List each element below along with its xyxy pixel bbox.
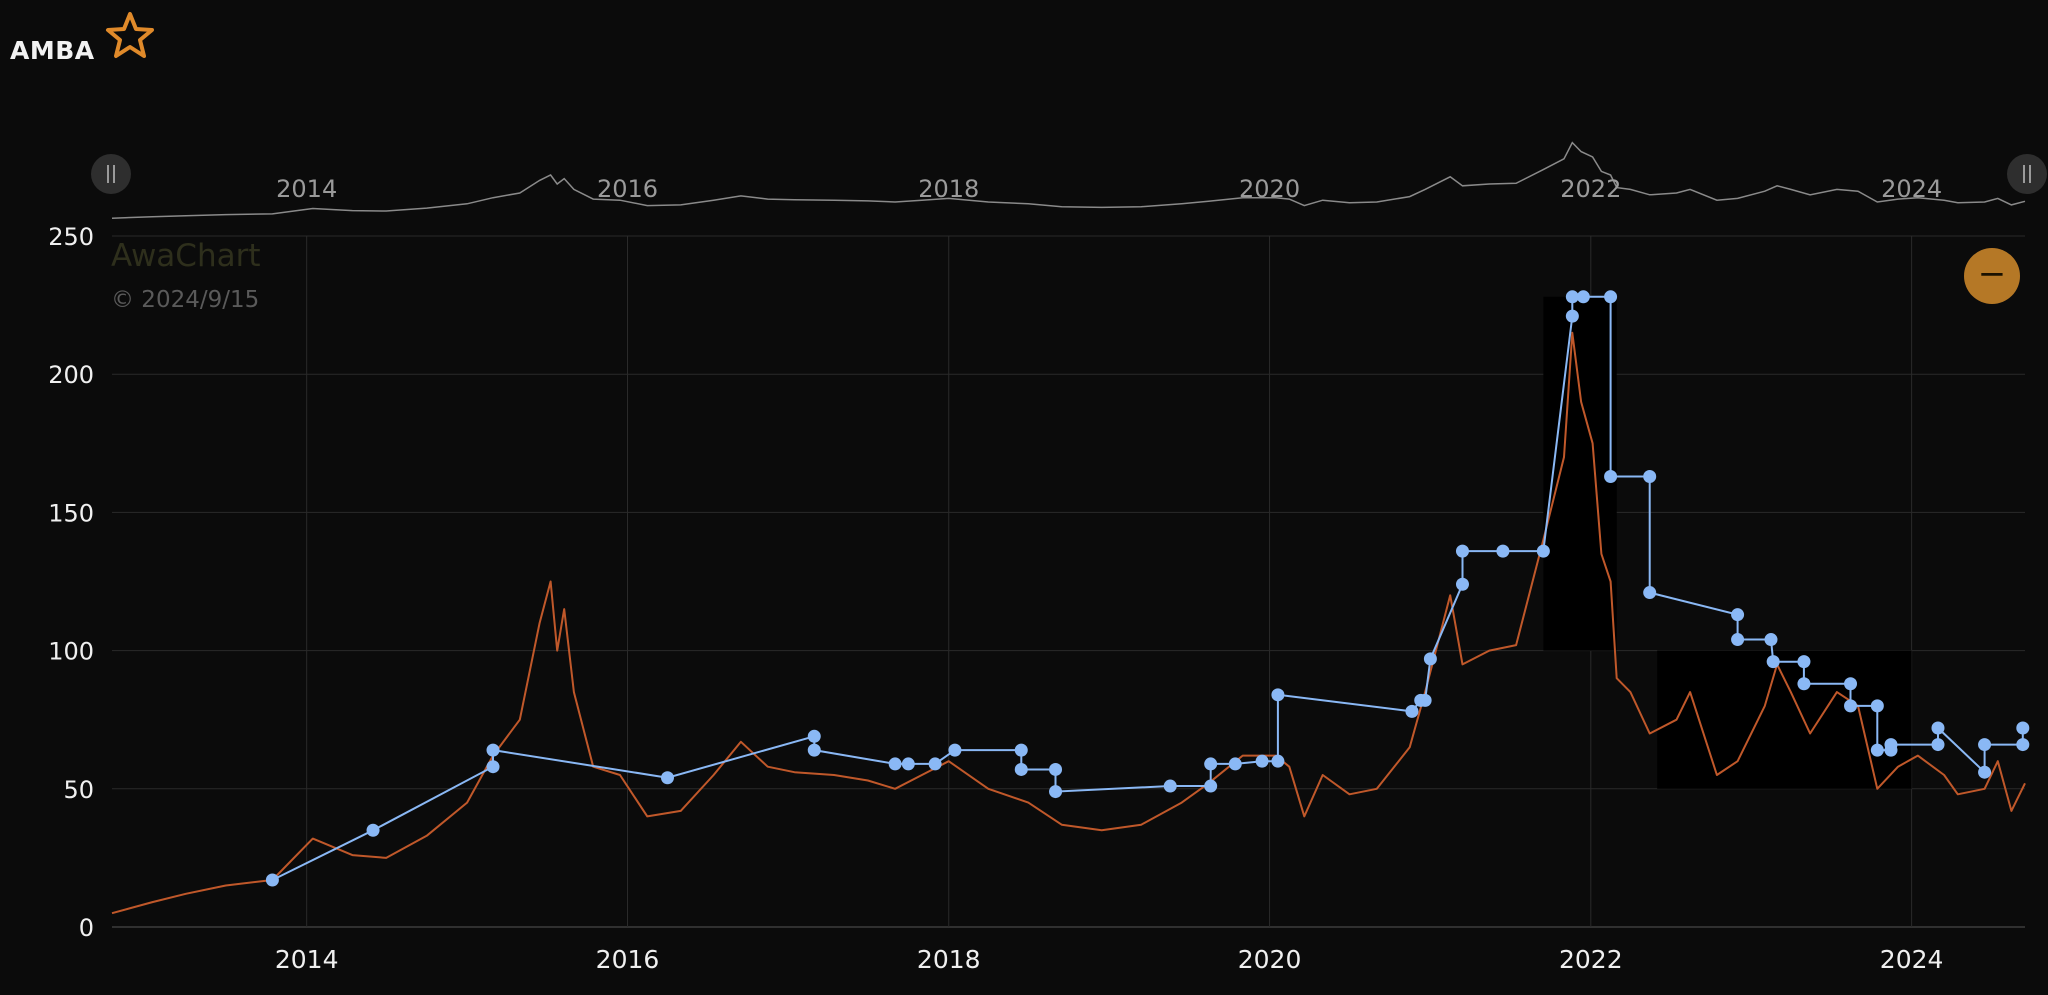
price-target-point: [1418, 693, 1432, 707]
navigator-tick-label: 2014: [276, 175, 337, 203]
navigator-tick-label: 2018: [918, 175, 979, 203]
price-target-point: [807, 743, 821, 757]
price-target-series: [265, 290, 2030, 887]
price-target-point: [1797, 677, 1811, 691]
price-target-point: [1931, 721, 1945, 735]
price-target-point: [2016, 721, 2030, 735]
navigator-line: [111, 141, 2026, 219]
price-target-point: [2016, 738, 2030, 752]
price-target-point: [486, 743, 500, 757]
price-target-point: [1228, 757, 1242, 771]
navigator-tick-label: 2024: [1881, 175, 1942, 203]
watermark-brand: AwaChart: [111, 238, 261, 274]
watermark-copyright: © 2024/9/15: [111, 287, 259, 313]
y-tick-label: 100: [48, 638, 94, 666]
price-target-point: [1455, 577, 1469, 591]
price-target-point: [1870, 699, 1884, 713]
y-tick-label: 250: [48, 223, 94, 251]
star-icon[interactable]: [104, 10, 156, 62]
price-target-point: [1766, 655, 1780, 669]
chart-grid: [112, 235, 2025, 928]
y-tick-label: 50: [63, 776, 94, 804]
price-target-point: [1496, 544, 1510, 558]
shaded-regions: [1543, 296, 1912, 789]
price-target-point: [486, 760, 500, 774]
drag-handle-icon[interactable]: [2007, 154, 2047, 194]
price-target-point: [1576, 290, 1590, 304]
price-target-point: [928, 757, 942, 771]
price-target-line: [271, 295, 2024, 881]
price-target-point: [1731, 608, 1745, 622]
price-target-point: [1643, 586, 1657, 600]
y-tick-label: 150: [48, 499, 94, 527]
navigator-tick-label: 2016: [597, 175, 658, 203]
price-target-point: [1884, 738, 1898, 752]
price-target-point: [1163, 779, 1177, 793]
price-target-point: [1204, 757, 1218, 771]
price-target-point: [1604, 290, 1618, 304]
price-target-point: [1255, 754, 1269, 768]
price-target-point: [1764, 633, 1778, 647]
navigator-tick-label: 2022: [1560, 175, 1621, 203]
price-target-point: [366, 823, 380, 837]
price-target-point: [1536, 544, 1550, 558]
price-target-point: [1643, 469, 1657, 483]
shaded-region: [1543, 296, 1617, 651]
drag-handle-icon[interactable]: [91, 154, 131, 194]
watermark: AwaChart © 2024/9/15: [111, 238, 261, 313]
x-tick-label: 2022: [1559, 945, 1623, 974]
price-target-point: [1271, 754, 1285, 768]
drag-handle-circle: [91, 154, 131, 194]
price-target-point: [1870, 743, 1884, 757]
ticker-symbol: AMBA: [10, 36, 95, 65]
price-target-point: [1204, 779, 1218, 793]
y-tick-label: 0: [79, 914, 94, 942]
price-target-point: [901, 757, 915, 771]
price-target-point: [1271, 688, 1285, 702]
price-target-point: [1604, 469, 1618, 483]
price-target-point: [1049, 762, 1063, 776]
range-navigator[interactable]: 2014 2016 2018 2020 2022 2024: [91, 141, 2047, 219]
price-target-point: [660, 771, 674, 785]
x-tick-label: 2018: [917, 945, 981, 974]
price-target-point: [1049, 785, 1063, 799]
price-target-point: [1014, 762, 1028, 776]
x-tick-label: 2024: [1880, 945, 1944, 974]
axes: 0 50 100 150 200 250 2014 2016 2018 2020 2022 2024: [48, 223, 1943, 974]
price-target-point: [1565, 290, 1579, 304]
price-target-point: [807, 729, 821, 743]
price-target-point: [948, 743, 962, 757]
price-target-point: [1931, 738, 1945, 752]
price-target-point: [1844, 677, 1858, 691]
x-tick-label: 2020: [1238, 945, 1302, 974]
price-target-point: [1423, 652, 1437, 666]
price-target-point: [1797, 655, 1811, 669]
x-tick-label: 2016: [596, 945, 660, 974]
price-target-point: [1844, 699, 1858, 713]
price-target-point: [888, 757, 902, 771]
y-tick-label: 200: [48, 361, 94, 389]
price-target-point: [1731, 633, 1745, 647]
price-target-point: [265, 873, 279, 887]
x-tick-label: 2014: [275, 945, 339, 974]
price-target-point: [1978, 765, 1992, 779]
price-target-point: [1565, 309, 1579, 323]
navigator-tick-label: 2020: [1239, 175, 1300, 203]
zoom-out-button[interactable]: −: [1964, 248, 2020, 304]
price-target-point: [1014, 743, 1028, 757]
price-target-point: [1405, 704, 1419, 718]
price-target-point: [1978, 738, 1992, 752]
drag-handle-circle: [2007, 154, 2047, 194]
price-target-point: [1455, 544, 1469, 558]
